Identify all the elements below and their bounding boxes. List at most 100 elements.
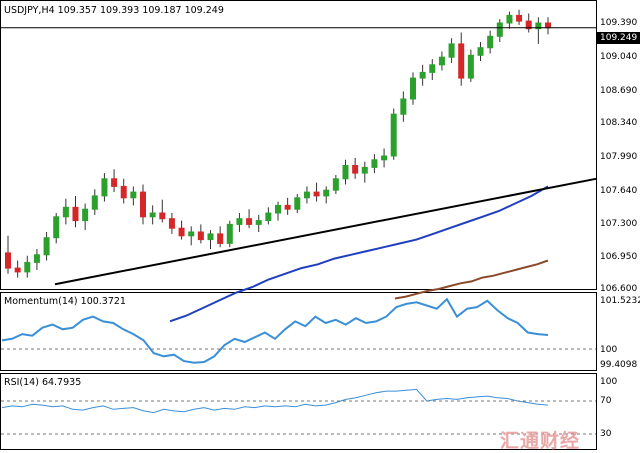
candle xyxy=(72,195,79,228)
candle xyxy=(275,201,281,221)
candle xyxy=(371,154,378,174)
candle-body xyxy=(255,220,262,225)
candle-body xyxy=(419,71,426,79)
candle-body xyxy=(130,191,137,199)
rsi-title: RSI(14) 64.7935 xyxy=(4,377,82,388)
candle-body xyxy=(467,54,474,79)
oscillator-series xyxy=(1,297,549,414)
candle-body xyxy=(217,233,224,244)
candle-body xyxy=(207,233,214,241)
candle-body xyxy=(149,212,156,218)
candle xyxy=(516,9,523,25)
candle xyxy=(130,186,137,206)
candle-body xyxy=(72,206,79,222)
candle xyxy=(400,91,407,122)
candle-body xyxy=(381,155,388,161)
rsi-line xyxy=(1,388,549,414)
candle xyxy=(332,175,339,194)
candle xyxy=(149,205,156,225)
momentum-title: Momentum(14) 100.3721 xyxy=(4,296,126,307)
candle xyxy=(53,213,60,244)
candle xyxy=(24,255,31,278)
rsi-axis-label: 30 xyxy=(600,429,612,439)
candle-body xyxy=(390,113,397,157)
candle xyxy=(43,232,50,261)
candle-body xyxy=(140,191,146,218)
candle-body xyxy=(24,261,31,273)
candle-body xyxy=(458,43,465,79)
momentum-axis-label: 101.5232 xyxy=(600,296,640,306)
candle xyxy=(226,220,233,248)
candle-body xyxy=(91,195,98,210)
candle-body xyxy=(159,212,166,220)
candle xyxy=(207,230,214,250)
price-axis-label: 106.950 xyxy=(600,252,638,262)
candle xyxy=(284,197,291,215)
candle xyxy=(545,17,551,35)
candle-body xyxy=(5,252,11,269)
candle xyxy=(496,19,503,42)
candle-body xyxy=(33,254,40,263)
candle-body xyxy=(226,223,233,244)
candle xyxy=(419,64,426,86)
candle-body xyxy=(246,218,253,225)
price-axis-label: 106.600 xyxy=(600,284,638,294)
candle-body xyxy=(53,216,60,239)
candle-body xyxy=(303,191,310,199)
momentum-axis-label: 99.4098 xyxy=(600,360,638,370)
candle xyxy=(255,214,262,232)
candle xyxy=(487,30,494,54)
candle-body xyxy=(506,14,513,24)
candle-body xyxy=(400,98,407,115)
candle xyxy=(120,178,127,204)
candle xyxy=(458,32,465,86)
candle-body xyxy=(82,208,89,222)
price-panel-frame xyxy=(0,0,597,290)
candle-body xyxy=(265,212,272,222)
candle-body xyxy=(294,197,301,210)
rsi-axis-label: 70 xyxy=(600,396,612,406)
candle xyxy=(188,226,195,246)
candle-body xyxy=(236,218,243,225)
candle xyxy=(525,13,532,33)
momentum-line xyxy=(1,297,549,364)
candle-body xyxy=(101,178,108,197)
price-overlays xyxy=(1,27,597,323)
candle-body xyxy=(371,159,378,168)
candle-body xyxy=(545,22,551,29)
price-axis-label: 109.390 xyxy=(600,18,638,28)
candle-body xyxy=(323,189,330,197)
candle xyxy=(294,194,301,213)
price-axis-label: 109.040 xyxy=(600,52,638,62)
candle-body xyxy=(43,237,50,256)
support-trendline xyxy=(54,177,597,286)
candle xyxy=(140,184,146,225)
candle-body xyxy=(275,204,281,214)
candle-body xyxy=(429,64,436,73)
price-axis-label: 108.340 xyxy=(600,118,638,128)
candle-body xyxy=(361,166,368,174)
candlestick-series xyxy=(5,9,551,278)
candle xyxy=(477,42,484,61)
momentum-axis-label: 100 xyxy=(600,345,618,355)
price-axis-label: 107.990 xyxy=(600,152,638,162)
candle-body xyxy=(516,14,523,22)
candle-body xyxy=(438,56,445,66)
candle xyxy=(410,72,416,105)
candle xyxy=(303,186,310,204)
candle xyxy=(101,173,108,202)
moving-average-fast xyxy=(169,185,549,323)
candle xyxy=(390,108,397,160)
symbol-timeframe: USDJPY,H4 xyxy=(4,5,55,16)
candle xyxy=(217,226,224,248)
candle xyxy=(506,11,513,29)
candle xyxy=(535,17,542,44)
candle-body xyxy=(313,191,320,197)
candle-body xyxy=(62,206,69,218)
watermark-logo: 汇通财经 xyxy=(500,430,581,452)
candle xyxy=(352,157,359,179)
candle xyxy=(62,198,69,225)
candle xyxy=(111,169,118,193)
